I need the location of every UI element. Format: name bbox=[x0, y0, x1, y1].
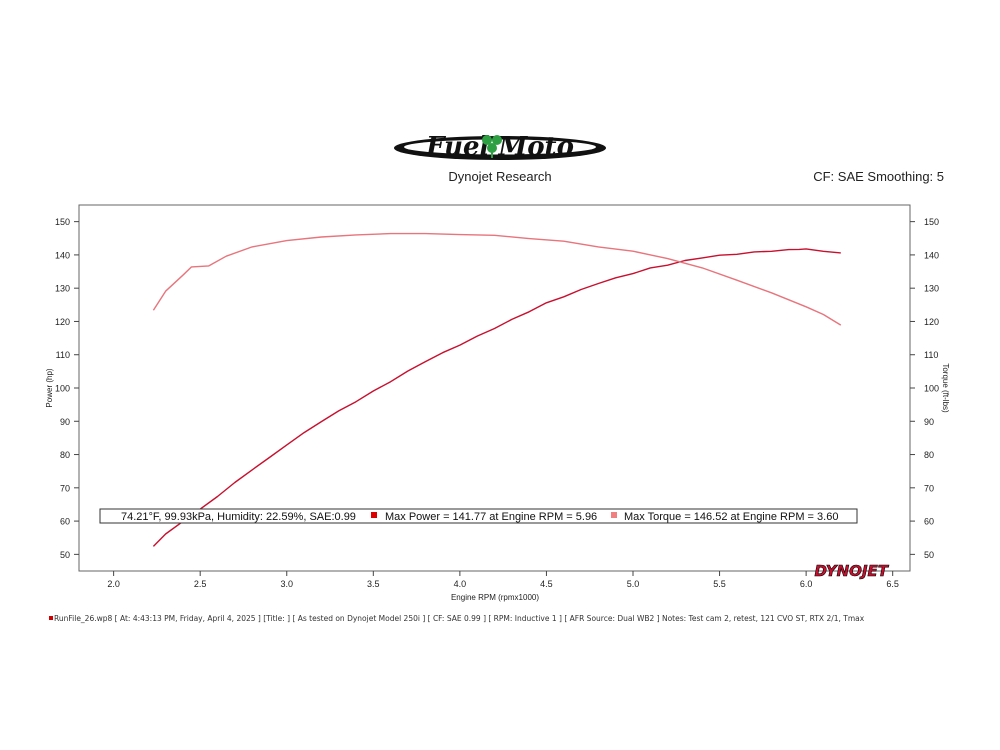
x-tick-label: 6.0 bbox=[800, 579, 813, 589]
right-tick-label: 100 bbox=[924, 384, 939, 394]
correction-factor-label: CF: SAE Smoothing: 5 bbox=[813, 169, 944, 184]
right-tick-label: 130 bbox=[924, 284, 939, 294]
x-tick-label: 6.5 bbox=[886, 579, 899, 589]
left-tick-label: 110 bbox=[56, 350, 70, 360]
right-tick-label: 110 bbox=[924, 350, 938, 360]
right-tick-label: 150 bbox=[924, 217, 939, 227]
run-marker-icon bbox=[49, 616, 53, 620]
right-axis: 50 60 70 80 90 100 110 120 130 140 150 bbox=[910, 217, 939, 560]
left-tick-label: 50 bbox=[60, 550, 70, 560]
legend-torque-swatch bbox=[611, 512, 617, 518]
left-tick-label: 100 bbox=[55, 384, 70, 394]
legend-max-torque: Max Torque = 146.52 at Engine RPM = 3.60 bbox=[624, 511, 838, 523]
x-tick-label: 4.5 bbox=[540, 579, 553, 589]
run-file-footer: RunFile_26.wp8 [ At: 4:43:13 PM, Friday,… bbox=[49, 614, 864, 623]
y-axis-label-right: Torque (ft-lbs) bbox=[941, 363, 950, 413]
fuel-moto-logo: Fuel Moto bbox=[392, 124, 608, 170]
series-line-power bbox=[152, 248, 841, 547]
x-tick-label: 2.5 bbox=[194, 579, 207, 589]
series-line-torque bbox=[152, 232, 842, 326]
y-axis-label-left: Power (hp) bbox=[45, 368, 54, 407]
right-tick-label: 80 bbox=[924, 450, 934, 460]
x-tick-label: 4.0 bbox=[454, 579, 467, 589]
left-tick-label: 70 bbox=[60, 483, 70, 493]
x-tick-label: 5.0 bbox=[627, 579, 640, 589]
left-tick-label: 140 bbox=[55, 250, 70, 260]
x-axis-label: Engine RPM (rpmx1000) bbox=[451, 593, 539, 602]
dyno-chart: 50 60 70 80 90 100 110 120 130 140 150 50 60 70 80 90 1… bbox=[45, 204, 950, 602]
dynojet-watermark: DYNOJET bbox=[814, 562, 889, 580]
legend-conditions: 74.21°F, 99.93kPa, Humidity: 22.59%, SAE… bbox=[121, 511, 356, 523]
footer-text: RunFile_26.wp8 [ At: 4:43:13 PM, Friday,… bbox=[54, 614, 865, 623]
right-tick-label: 50 bbox=[924, 550, 934, 560]
legend-box: 74.21°F, 99.93kPa, Humidity: 22.59%, SAE… bbox=[99, 508, 858, 524]
right-tick-label: 70 bbox=[924, 483, 934, 493]
right-tick-label: 90 bbox=[924, 417, 934, 427]
left-tick-label: 60 bbox=[60, 517, 70, 527]
legend-power-swatch bbox=[371, 512, 377, 518]
x-axis: 2.0 2.5 3.0 3.5 4.0 4.5 5.0 5.5 6.0 6.5 bbox=[107, 571, 899, 589]
left-tick-label: 120 bbox=[55, 317, 70, 327]
x-tick-label: 2.0 bbox=[107, 579, 120, 589]
right-tick-label: 140 bbox=[924, 250, 939, 260]
left-tick-label: 80 bbox=[60, 450, 70, 460]
series-layer bbox=[152, 232, 842, 547]
left-axis: 50 60 70 80 90 100 110 120 130 140 150 bbox=[55, 217, 79, 560]
left-tick-label: 130 bbox=[55, 284, 70, 294]
shamrock-icon bbox=[482, 135, 502, 158]
x-tick-label: 5.5 bbox=[713, 579, 726, 589]
left-tick-label: 150 bbox=[55, 217, 70, 227]
left-tick-label: 90 bbox=[60, 417, 70, 427]
right-tick-label: 120 bbox=[924, 317, 939, 327]
logo-graphic: Fuel Moto bbox=[394, 132, 606, 162]
subtitle: Dynojet Research bbox=[448, 169, 552, 184]
right-tick-label: 60 bbox=[924, 517, 934, 527]
legend-max-power: Max Power = 141.77 at Engine RPM = 5.96 bbox=[385, 511, 597, 523]
x-tick-label: 3.0 bbox=[280, 579, 293, 589]
x-tick-label: 3.5 bbox=[367, 579, 380, 589]
